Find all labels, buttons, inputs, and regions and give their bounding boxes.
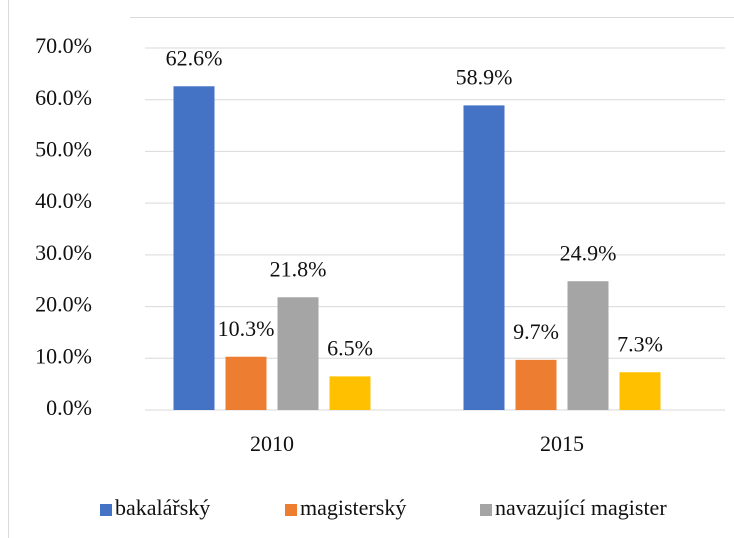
y-tick-label: 50.0% — [35, 136, 92, 161]
data-label: 62.6% — [166, 45, 223, 70]
bar — [567, 281, 609, 410]
data-label: 6.5% — [327, 335, 373, 360]
data-label: 10.3% — [218, 316, 275, 341]
data-label: 9.7% — [513, 319, 559, 344]
bar — [463, 105, 505, 410]
legend-swatch — [285, 504, 297, 516]
legend-swatch — [480, 504, 492, 516]
bar — [515, 359, 557, 410]
bar — [173, 86, 215, 411]
legend-label: navazující magister — [495, 495, 667, 520]
bar — [329, 376, 371, 410]
bar — [619, 372, 661, 410]
data-label: 58.9% — [456, 64, 513, 89]
data-label: 7.3% — [617, 331, 663, 356]
data-label: 21.8% — [270, 256, 327, 281]
x-tick-label: 2015 — [540, 431, 584, 456]
y-tick-label: 30.0% — [35, 240, 92, 265]
y-tick-label: 40.0% — [35, 188, 92, 213]
y-tick-label: 10.0% — [35, 343, 92, 368]
y-tick-label: 60.0% — [35, 85, 92, 110]
legend-label: bakalářský — [115, 495, 210, 520]
x-tick-label: 2010 — [250, 431, 294, 456]
y-tick-label: 0.0% — [46, 395, 92, 420]
bar — [225, 356, 267, 410]
bar — [277, 297, 319, 410]
y-tick-label: 70.0% — [35, 33, 92, 58]
legend-swatch — [100, 504, 112, 516]
data-label: 24.9% — [560, 240, 617, 265]
legend-label: magisterský — [300, 495, 406, 520]
y-tick-label: 20.0% — [35, 292, 92, 317]
